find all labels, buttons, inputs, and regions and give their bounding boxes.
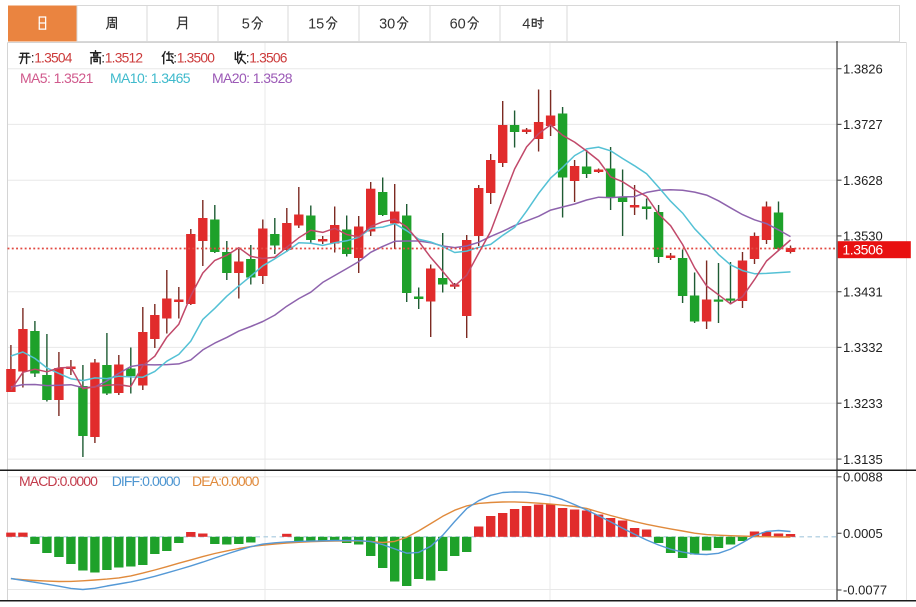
svg-text:1.3506: 1.3506 — [249, 51, 288, 66]
svg-text:MA20: 1.3528: MA20: 1.3528 — [212, 70, 293, 86]
svg-text:60: 60 — [450, 17, 466, 33]
svg-text:1.3530: 1.3530 — [843, 229, 883, 244]
svg-text:DIFF:0.0000: DIFF:0.0000 — [112, 473, 181, 489]
svg-text:1.3431: 1.3431 — [843, 284, 883, 299]
svg-text:1.3233: 1.3233 — [843, 396, 883, 411]
svg-text:MA10: 1.3465: MA10: 1.3465 — [110, 70, 191, 86]
svg-text::: : — [31, 51, 35, 66]
svg-text:1.3628: 1.3628 — [843, 173, 883, 188]
svg-text:15: 15 — [308, 17, 324, 33]
svg-text:-0.0077: -0.0077 — [843, 583, 887, 598]
svg-text:0.0088: 0.0088 — [843, 470, 883, 485]
svg-text::: : — [101, 51, 105, 66]
svg-text:0.0005: 0.0005 — [843, 526, 883, 541]
svg-text:1.3512: 1.3512 — [105, 51, 143, 66]
svg-text:1.3504: 1.3504 — [34, 51, 73, 66]
svg-text:1.3500: 1.3500 — [177, 51, 216, 66]
svg-text:1.3727: 1.3727 — [843, 117, 883, 132]
svg-text:30: 30 — [379, 17, 395, 33]
svg-text::: : — [173, 51, 177, 66]
svg-text:4: 4 — [522, 17, 530, 33]
svg-text:1.3826: 1.3826 — [843, 61, 883, 76]
svg-text:1.3506: 1.3506 — [842, 242, 883, 258]
svg-text:5: 5 — [242, 17, 250, 33]
svg-text:1.3332: 1.3332 — [843, 340, 883, 355]
svg-text:MA5: 1.3521: MA5: 1.3521 — [20, 70, 94, 86]
svg-text::: : — [246, 51, 250, 66]
svg-text:MACD:0.0000: MACD:0.0000 — [19, 473, 98, 489]
svg-text:1.3135: 1.3135 — [843, 452, 883, 467]
svg-text:DEA:0.0000: DEA:0.0000 — [192, 473, 260, 489]
